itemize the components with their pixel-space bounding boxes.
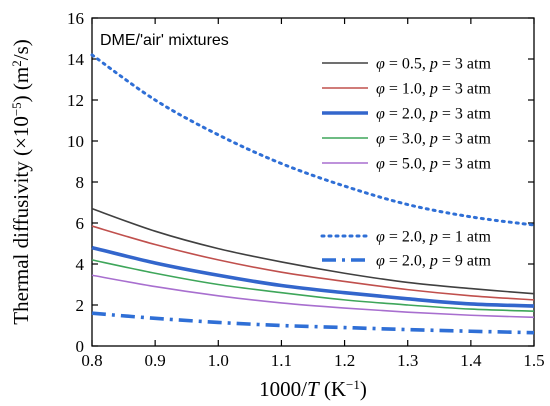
legend-label-3: φ = 2.0, p = 3 atm bbox=[376, 106, 491, 123]
y-tick-label: 0 bbox=[76, 337, 85, 356]
legend-label-6: φ = 2.0, p = 1 atm bbox=[376, 229, 491, 246]
y-tick-label: 4 bbox=[76, 255, 85, 274]
x-tick-label: 0.8 bbox=[81, 351, 102, 370]
x-tick-label: 1.4 bbox=[460, 351, 482, 370]
y-tick-label: 2 bbox=[76, 296, 85, 315]
series-line-6 bbox=[90, 53, 536, 227]
y-tick-label: 16 bbox=[67, 9, 84, 28]
series-line-7 bbox=[91, 311, 535, 335]
x-axis-label: 1000/T (K−1) bbox=[259, 377, 367, 402]
legend-label-1: φ = 0.5, p = 3 atm bbox=[376, 56, 491, 73]
x-tick-label: 1.2 bbox=[334, 351, 355, 370]
y-tick-label: 10 bbox=[67, 132, 84, 151]
series-lines bbox=[90, 53, 536, 335]
y-axis-label: Thermal diffusivity (×10−5) (m2/s) bbox=[9, 39, 34, 325]
x-tick-label: 1.0 bbox=[208, 351, 229, 370]
axis-ticks: 0.8 0.9 1.0 1.1 1.2 1.3 1.4 1.5 0 2 4 6 8 10 12 14 16 bbox=[67, 9, 545, 370]
x-tick-label: 1.3 bbox=[397, 351, 418, 370]
x-tick-label: 0.9 bbox=[145, 351, 166, 370]
series-line-2 bbox=[91, 225, 535, 301]
x-tick-label: 1.1 bbox=[271, 351, 292, 370]
legend-label-2: φ = 1.0, p = 3 atm bbox=[376, 81, 491, 98]
series-line-4 bbox=[91, 259, 535, 312]
legend: φ = 0.5, p = 3 atm φ = 1.0, p = 3 atm φ = … bbox=[320, 56, 491, 270]
y-tick-label: 14 bbox=[67, 50, 85, 69]
y-tick-label: 8 bbox=[76, 173, 85, 192]
y-tick-label: 12 bbox=[67, 91, 84, 110]
x-tick-label: 1.5 bbox=[523, 351, 544, 370]
y-tick-label: 6 bbox=[76, 214, 85, 233]
series-line-1 bbox=[91, 207, 535, 295]
series-line-3 bbox=[91, 245, 535, 308]
legend-label-7: φ = 2.0, p = 9 atm bbox=[376, 253, 491, 270]
annotation-text: DME/'air' mixtures bbox=[100, 32, 229, 49]
legend-label-4: φ = 3.0, p = 3 atm bbox=[376, 131, 491, 148]
series-line-5 bbox=[91, 274, 535, 319]
legend-label-5: φ = 5.0, p = 3 atm bbox=[376, 156, 491, 173]
